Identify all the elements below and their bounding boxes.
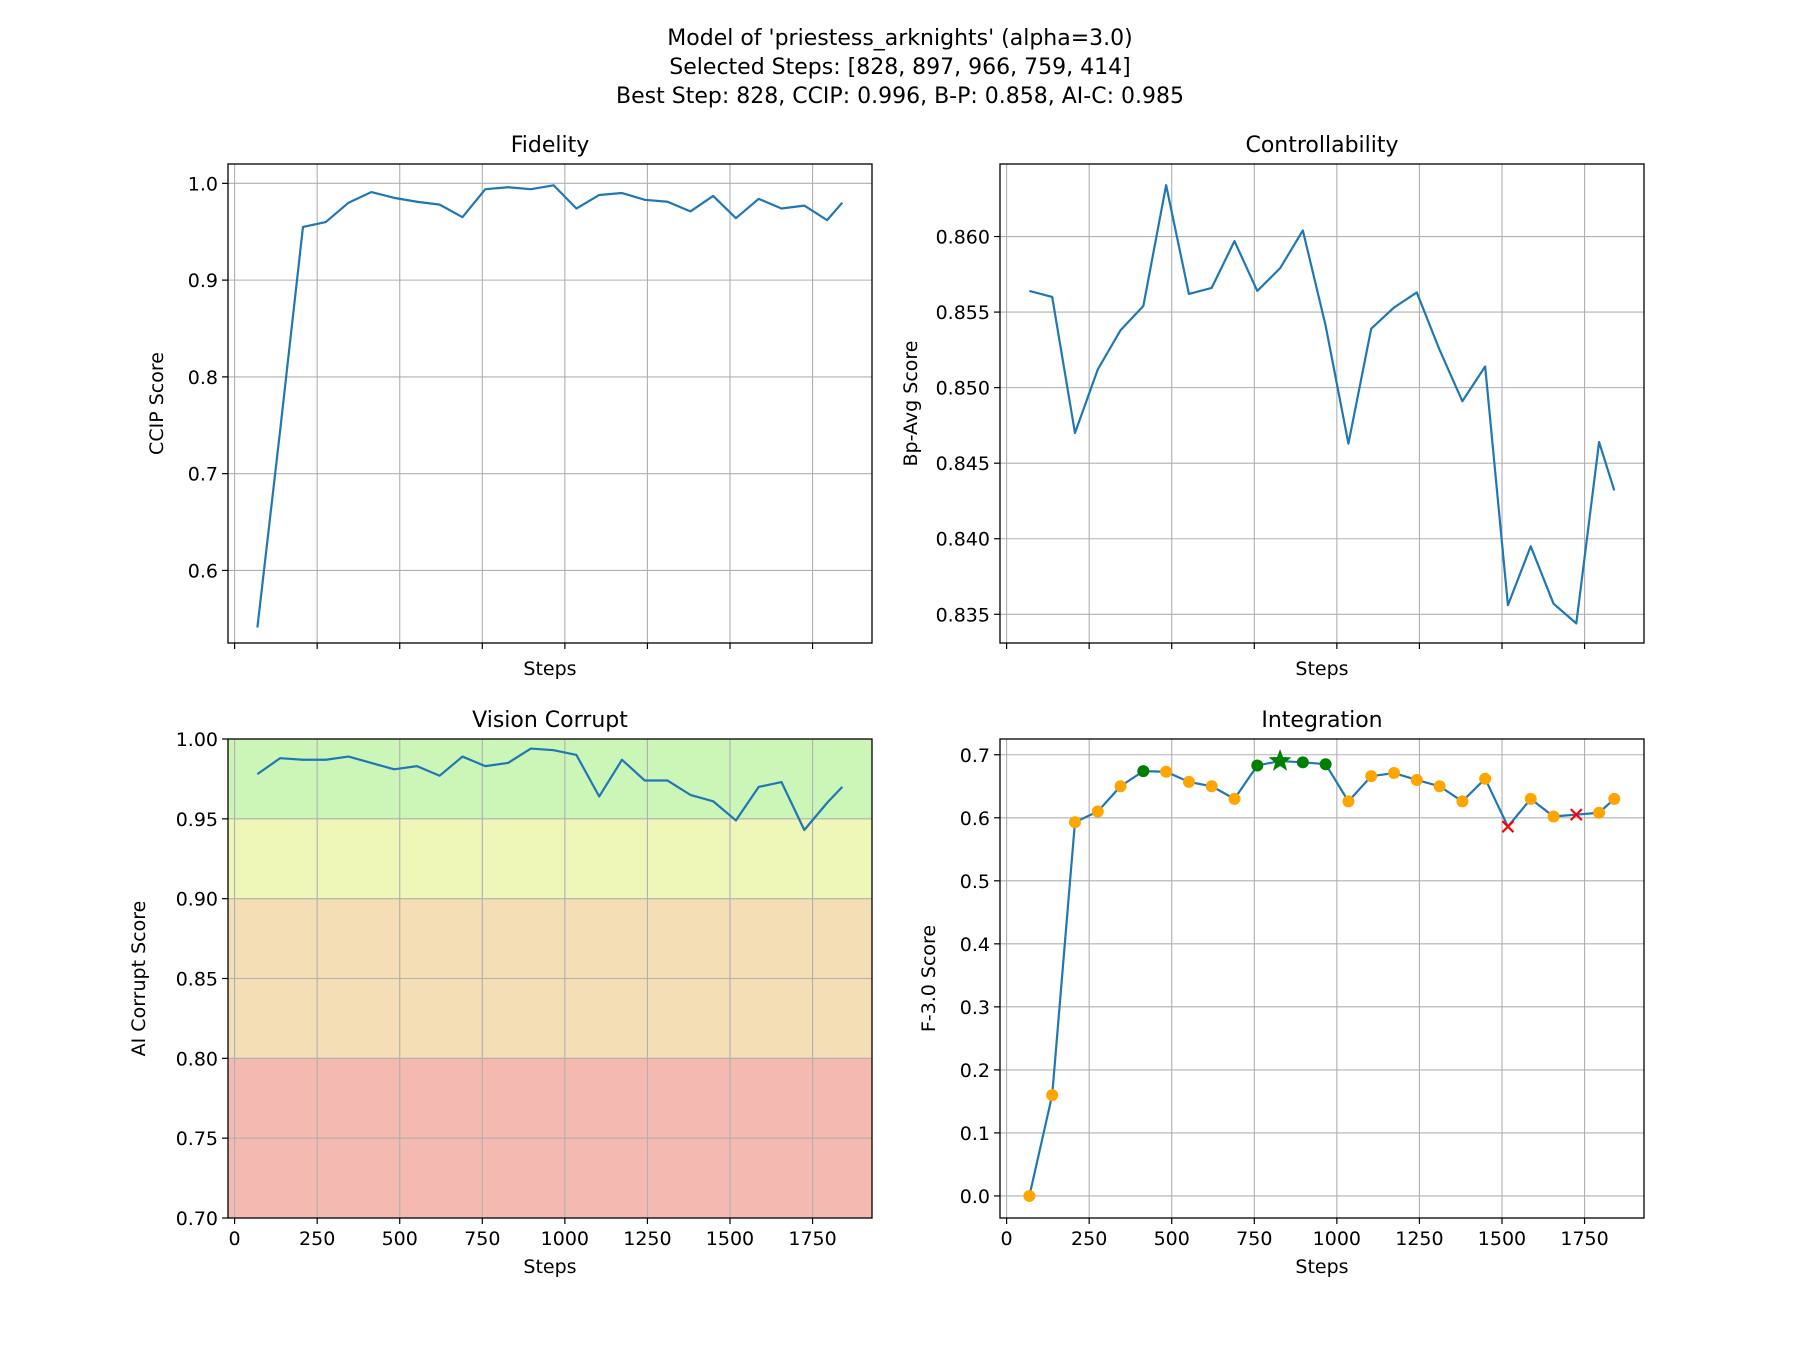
controllability-series-line (1029, 184, 1616, 625)
vision-corrupt-title: Vision Corrupt (472, 708, 628, 733)
integration-point-19 (1456, 795, 1469, 808)
integration-series-line (1028, 759, 1616, 1197)
integration-ytick-label-2: 0.2 (960, 1060, 990, 1082)
fidelity-frame (227, 163, 873, 644)
integration-selected-point-5 (1137, 765, 1150, 778)
vision-corrupt-xtick-label-6: 1500 (706, 1228, 754, 1250)
integration-best-star-11 (1268, 749, 1292, 771)
fidelity-ytick-label-1: 0.7 (188, 464, 218, 486)
integration-point-20 (1479, 772, 1492, 785)
integration-xtick-label-7: 1750 (1560, 1228, 1608, 1250)
integration-point-15 (1365, 770, 1378, 783)
integration-xlabel: Steps (1295, 1256, 1348, 1278)
fidelity-chart: 0.6 0.7 0.8 0.9 1.0 Fidelity Steps CCIP Score (146, 133, 873, 680)
vision-corrupt-ytick-label-5: 0.95 (176, 809, 218, 831)
integration-selected-point-10 (1251, 759, 1264, 772)
integration-point-16 (1387, 767, 1400, 780)
vision-corrupt-ytick-label-4: 0.90 (176, 889, 218, 911)
vision-corrupt-xtick-label-2: 500 (382, 1228, 418, 1250)
integration-xtick-label-2: 500 (1154, 1228, 1190, 1250)
vision-corrupt-ytick-label-3: 0.85 (176, 969, 218, 991)
integration-point-6 (1160, 765, 1173, 778)
integration-point-4 (1114, 780, 1127, 793)
integration-ytick-label-4: 0.4 (960, 934, 990, 956)
integration-point-7 (1182, 775, 1195, 788)
integration-ytick-label-6: 0.6 (960, 808, 990, 830)
integration-point-18 (1433, 780, 1446, 793)
vision-corrupt-xtick-label-3: 750 (464, 1228, 500, 1250)
vision-corrupt-xlabel: Steps (523, 1256, 576, 1278)
integration-worst-mark-21 (1501, 820, 1515, 833)
integration-ytick-label-0: 0.0 (960, 1186, 990, 1208)
vision-corrupt-band-0 (228, 739, 872, 819)
integration-point-26 (1608, 792, 1621, 805)
integration-xtick-label-4: 1000 (1313, 1228, 1361, 1250)
integration-point-3 (1091, 805, 1104, 818)
vision-corrupt-ylabel: AI Corrupt Score (128, 901, 150, 1057)
integration-point-1 (1046, 1089, 1059, 1102)
vision-corrupt-ytick-label-6: 1.00 (176, 729, 218, 751)
integration-xtick-label-5: 1250 (1395, 1228, 1443, 1250)
integration-point-2 (1068, 816, 1081, 829)
integration-point-14 (1342, 795, 1355, 808)
vision-corrupt-xtick-label-0: 0 (229, 1228, 241, 1250)
integration-point-23 (1547, 810, 1560, 823)
integration-xtick-label-6: 1500 (1478, 1228, 1526, 1250)
controllability-ylabel: Bp-Avg Score (900, 341, 922, 467)
controllability-xlabel: Steps (1295, 658, 1348, 680)
controllability-chart: 0.835 0.840 0.845 0.850 0.855 0.860 Controllab… (900, 133, 1645, 680)
integration-frame (999, 738, 1645, 1219)
fidelity-ylabel: CCIP Score (146, 352, 168, 455)
integration-ytick-label-1: 0.1 (960, 1123, 990, 1145)
controllability-ytick-label-3: 0.850 (936, 378, 990, 400)
vision-corrupt-ytick-label-0: 0.70 (176, 1208, 218, 1230)
vision-corrupt-ytick-label-1: 0.75 (176, 1128, 218, 1150)
integration-point-25 (1593, 806, 1606, 819)
integration-worst-mark-24 (1570, 808, 1583, 821)
integration-chart: 0 250 500 750 1000 1250 1500 1750 0.0 0.1 0.2 0.3 0.… (918, 708, 1645, 1278)
fidelity-ytick-label-0: 0.6 (188, 560, 218, 582)
suptitle-line-2: Selected Steps: [828, 897, 966, 759, 414… (669, 55, 1130, 80)
controllability-ytick-label-5: 0.860 (936, 227, 990, 249)
vision-corrupt-xtick-label-1: 250 (299, 1228, 335, 1250)
suptitle-line-1: Model of 'priestess_arknights' (alpha=3.… (667, 26, 1132, 51)
integration-ylabel: F-3.0 Score (918, 925, 940, 1032)
fidelity-ytick-label-3: 0.9 (188, 270, 218, 292)
integration-ytick-label-5: 0.5 (960, 871, 990, 893)
integration-xtick-label-0: 0 (1001, 1228, 1013, 1250)
integration-ytick-label-7: 0.7 (960, 745, 990, 767)
vision-corrupt-xtick-label-5: 1250 (623, 1228, 671, 1250)
fidelity-title: Fidelity (511, 133, 590, 158)
vision-corrupt-series-line (256, 747, 844, 832)
vision-corrupt-xtick-label-7: 1750 (788, 1228, 836, 1250)
integration-xtick-label-1: 250 (1071, 1228, 1107, 1250)
controllability-ytick-label-2: 0.845 (936, 453, 990, 475)
vision-corrupt-band-1 (228, 818, 872, 899)
fidelity-series-line (256, 184, 844, 628)
fidelity-ytick-label-4: 1.0 (188, 173, 218, 195)
integration-point-9 (1228, 792, 1241, 805)
controllability-frame (999, 163, 1645, 644)
integration-point-0 (1023, 1189, 1036, 1202)
integration-title: Integration (1261, 708, 1382, 733)
integration-point-22 (1524, 792, 1537, 805)
controllability-ytick-label-1: 0.840 (936, 529, 990, 551)
fidelity-ytick-label-2: 0.8 (188, 367, 218, 389)
controllability-ytick-label-0: 0.835 (936, 604, 990, 626)
controllability-ytick-label-4: 0.855 (936, 302, 990, 324)
fidelity-xlabel: Steps (523, 658, 576, 680)
suptitle-line-3: Best Step: 828, CCIP: 0.996, B-P: 0.858,… (616, 84, 1184, 109)
integration-ytick-label-3: 0.3 (960, 997, 990, 1019)
vision-corrupt-chart: 0 250 500 750 1000 1250 1500 1750 0.70 0.75 0.80 0.… (128, 708, 873, 1278)
integration-point-8 (1205, 780, 1218, 793)
integration-point-17 (1410, 773, 1423, 786)
vision-corrupt-ytick-label-2: 0.80 (176, 1048, 218, 1070)
integration-selected-point-12 (1296, 756, 1309, 769)
integration-selected-point-13 (1319, 758, 1332, 771)
controllability-title: Controllability (1245, 133, 1398, 158)
vision-corrupt-xtick-label-4: 1000 (541, 1228, 589, 1250)
integration-xtick-label-3: 750 (1236, 1228, 1272, 1250)
